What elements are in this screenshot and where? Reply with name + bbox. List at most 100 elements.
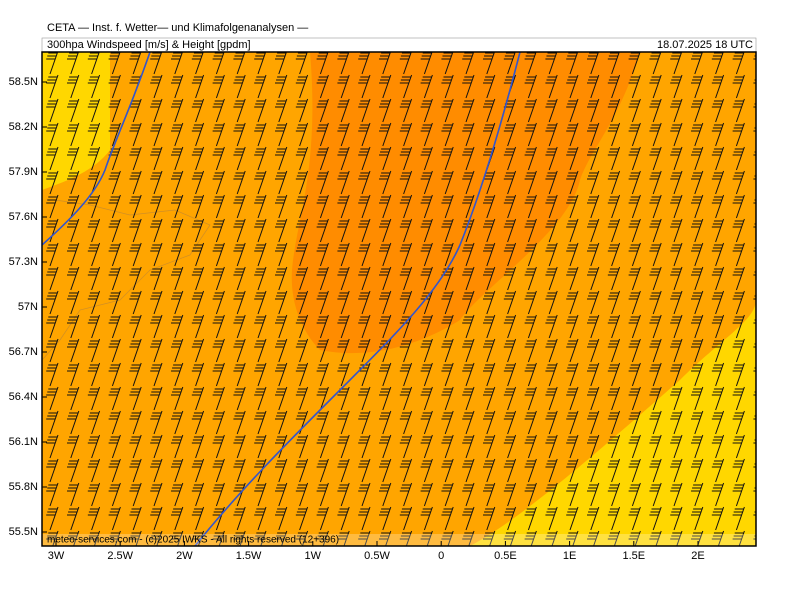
- barb-shaft: [403, 434, 413, 459]
- wind-barb: [129, 362, 142, 387]
- wind-barb: [316, 52, 329, 75]
- lat-label: 56.1N: [9, 436, 38, 448]
- wind-barb: [46, 242, 59, 267]
- barb-shaft: [403, 74, 413, 99]
- wind-barb: [441, 122, 454, 147]
- wind-barb: [46, 194, 59, 219]
- wind-barb: [420, 434, 433, 459]
- wind-barb: [483, 338, 496, 363]
- lon-label: 1.5W: [236, 550, 262, 562]
- barb-shaft: [757, 99, 765, 122]
- barb-shaft: [551, 530, 558, 546]
- barb-shaft: [694, 170, 704, 195]
- barb-shaft: [361, 434, 371, 459]
- barb-shaft: [278, 410, 288, 435]
- barb-shaft: [507, 194, 517, 219]
- barb-shaft: [70, 98, 80, 123]
- barb-shaft: [299, 338, 309, 363]
- wind-barb: [233, 458, 246, 483]
- field: meteo-services.com - (c)2025 IWKS - All …: [42, 52, 765, 546]
- barb-shaft: [757, 507, 765, 530]
- barb-shaft: [319, 338, 329, 363]
- wind-barb: [649, 290, 662, 315]
- wind-barb: [108, 530, 121, 546]
- wind-barb: [483, 266, 496, 291]
- wind-barb: [316, 434, 329, 459]
- wind-barb: [87, 506, 101, 531]
- barb-shaft: [301, 530, 309, 546]
- barb-shaft: [423, 218, 433, 243]
- barb-shaft: [465, 458, 475, 483]
- barb-shaft: [340, 314, 350, 339]
- wind-barb: [129, 386, 142, 411]
- barb-shaft: [174, 242, 184, 267]
- barb-shaft: [527, 194, 537, 219]
- axes: 58.5N 58.2N 57.9N 57.6N 57.3N 57N 56.7N 56.4N 56…: [9, 76, 705, 562]
- wind-barb: [566, 194, 579, 219]
- barb-shaft: [215, 146, 225, 171]
- wind-barb: [212, 434, 225, 459]
- wind-barb: [171, 338, 184, 363]
- wind-barb: [108, 170, 121, 195]
- barb-shaft: [257, 146, 267, 171]
- wind-barb: [275, 194, 288, 219]
- wind-barb: [732, 530, 745, 546]
- barb-shaft: [236, 410, 246, 435]
- wind-barb: [358, 290, 371, 315]
- barb-shaft: [195, 242, 205, 267]
- wind-barb: [420, 218, 433, 243]
- barb-shaft: [715, 98, 725, 123]
- barb-shaft: [340, 170, 350, 195]
- wind-barb: [483, 458, 496, 483]
- wind-barb: [108, 410, 121, 435]
- barb-shaft: [652, 74, 662, 99]
- wind-barb: [379, 52, 391, 75]
- wind-barb: [670, 218, 683, 243]
- wind-barb: [358, 434, 371, 459]
- wind-barb: [545, 314, 558, 339]
- wind-barb: [628, 266, 641, 291]
- wind-barb: [295, 266, 309, 291]
- barb-shaft: [319, 218, 329, 243]
- barb-shaft: [114, 530, 121, 546]
- barb-shaft: [465, 122, 475, 147]
- barb-shaft: [590, 122, 600, 147]
- wind-barb: [399, 338, 413, 363]
- barb-shaft: [70, 122, 80, 147]
- wind-barb: [212, 290, 225, 315]
- wind-barb: [607, 458, 621, 483]
- barb-shaft: [527, 338, 537, 363]
- barb-shaft: [631, 506, 641, 531]
- barb-shaft: [111, 482, 121, 507]
- wind-barb: [420, 146, 433, 171]
- barb-shaft: [444, 362, 454, 387]
- wind-barb: [670, 290, 683, 315]
- wind-barb: [566, 410, 579, 435]
- barb-shaft: [111, 410, 121, 435]
- barb-shaft: [174, 122, 184, 147]
- barb-shaft: [239, 530, 246, 546]
- height-contour: [194, 52, 521, 546]
- barb-shaft: [49, 482, 59, 507]
- wind-barb: [441, 146, 454, 171]
- barb-shaft: [195, 506, 205, 531]
- wind-barb: [358, 458, 371, 483]
- wind-barb: [275, 506, 288, 531]
- wind-barb: [566, 74, 579, 99]
- barb-shaft: [382, 362, 392, 387]
- wind-barb: [462, 458, 475, 483]
- barb-shaft: [590, 362, 600, 387]
- wind-barb: [524, 386, 537, 411]
- wind-barb: [233, 52, 246, 75]
- wind-barb: [441, 194, 454, 219]
- barb-shaft: [444, 314, 454, 339]
- barb-shaft: [590, 338, 600, 363]
- wind-barb: [566, 530, 579, 546]
- wind-barb: [191, 122, 205, 147]
- barb-shaft: [153, 122, 163, 147]
- barb-shaft: [70, 194, 80, 219]
- wind-barb: [628, 146, 641, 171]
- wind-barb: [150, 434, 163, 459]
- wind-barb: [233, 338, 246, 363]
